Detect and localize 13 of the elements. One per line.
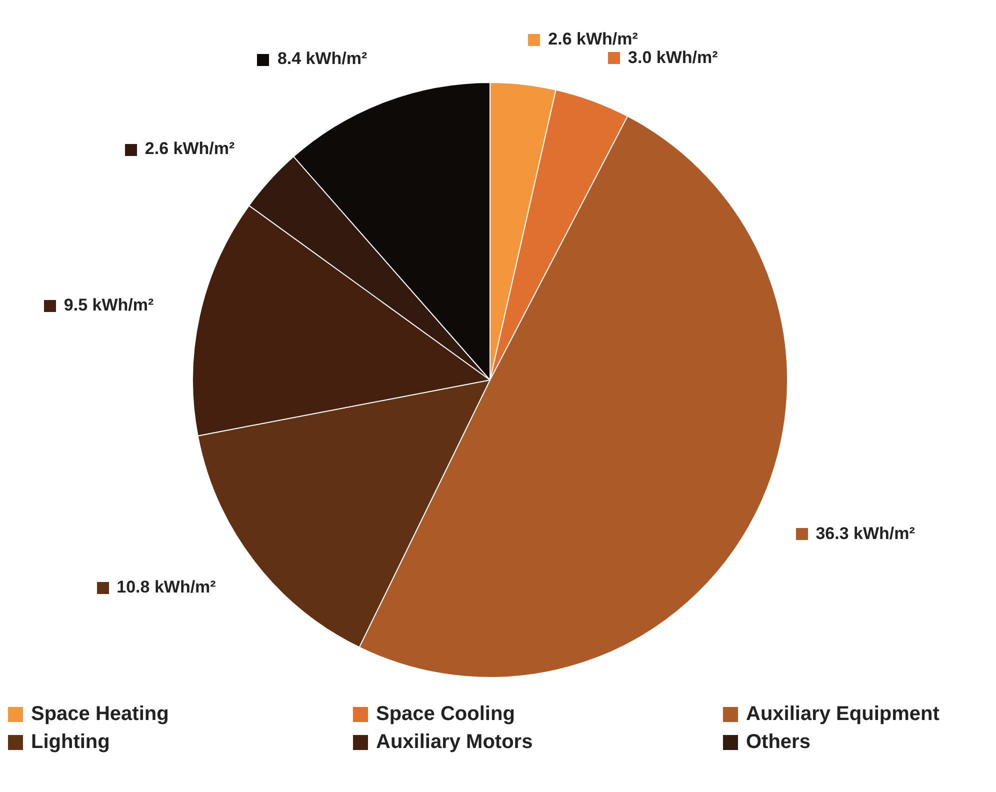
data-label: 2.6 kWh/m² bbox=[548, 29, 638, 48]
data-label: 3.0 kWh/m² bbox=[628, 48, 718, 68]
legend-label: Auxiliary Motors bbox=[375, 730, 534, 754]
legend-label: Space Heating bbox=[30, 702, 170, 726]
legend-label: Auxiliary Equipment bbox=[745, 702, 940, 726]
legend-label: Lighting bbox=[30, 730, 111, 754]
data-label: 2.6 kWh/m² bbox=[144, 139, 235, 158]
legend-label: Space Cooling bbox=[375, 702, 516, 726]
legend-label: Others bbox=[745, 730, 812, 754]
data-label: 8.4 kWh/m² bbox=[277, 49, 368, 68]
data-label: 9.5 kWh/m² bbox=[64, 295, 154, 314]
data-label: 36.3 kWh/m² bbox=[816, 524, 916, 544]
data-label: 10.8 kWh/m² bbox=[116, 578, 216, 597]
